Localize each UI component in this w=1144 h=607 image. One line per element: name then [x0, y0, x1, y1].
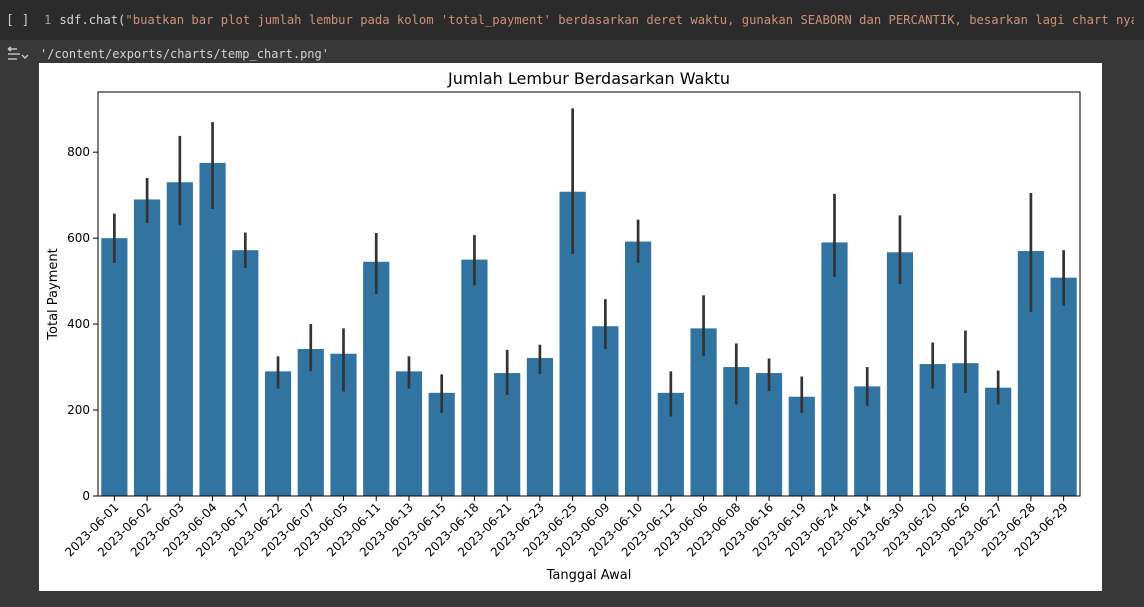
bar-2023-06-27 — [985, 387, 1012, 496]
bar-2023-06-29 — [1050, 277, 1077, 496]
bar-2023-06-07 — [297, 349, 324, 496]
y-tick-label: 600 — [67, 231, 90, 245]
chart-title: Jumlah Lembur Berdasarkan Waktu — [447, 69, 730, 88]
code-editor-line[interactable]: 1 sdf.chat("buatkan bar plot jumlah lembu… — [44, 13, 1134, 27]
bar-2023-06-17 — [232, 250, 259, 496]
chart-figure: Jumlah Lembur Berdasarkan Waktu 0 200 400 60… — [39, 63, 1102, 591]
bar-2023-06-16 — [755, 373, 783, 496]
bar-2023-06-30 — [886, 252, 914, 496]
code-string: "buatkan bar plot jumlah lembur pada kol… — [125, 13, 1134, 27]
bar-2023-06-02 — [134, 199, 161, 496]
bar-2023-06-04 — [199, 162, 226, 496]
output-text: '/content/exports/charts/temp_chart.png' — [40, 47, 329, 61]
y-tick-label: 800 — [67, 145, 90, 159]
y-tick-label: 0 — [82, 489, 90, 503]
plot-frame — [97, 91, 1081, 497]
bar-2023-06-10 — [625, 241, 652, 496]
x-axis-label: Tanggal Awal — [546, 568, 632, 583]
code-call: sdf.chat( — [59, 13, 126, 27]
output-toggle-icon[interactable] — [6, 46, 30, 64]
y-axis-label: Total Payment — [46, 248, 61, 340]
bar-2023-06-18 — [461, 259, 488, 496]
run-cell-button[interactable]: [ ] — [6, 13, 30, 28]
bar-2023-06-13 — [395, 371, 423, 496]
y-tick-label: 200 — [67, 403, 90, 417]
y-tick-label: 400 — [67, 317, 90, 331]
bar-2023-06-01 — [101, 238, 128, 496]
bar-2023-06-22 — [264, 371, 292, 496]
code-cell[interactable]: [ ] 1 sdf.chat("buatkan bar plot jumlah l… — [0, 0, 1144, 40]
bar-2023-06-23 — [526, 358, 553, 496]
bar-2023-06-03 — [166, 182, 193, 496]
line-number: 1 — [44, 13, 52, 27]
bar-2023-06-19 — [788, 396, 815, 496]
bar-chart: Jumlah Lembur Berdasarkan Waktu 0 200 400 60… — [46, 69, 1081, 583]
bar-2023-06-24 — [821, 242, 848, 496]
bar-2023-06-11 — [363, 261, 390, 496]
bar-2023-06-09 — [592, 326, 619, 496]
bar-2023-06-06 — [690, 328, 717, 496]
